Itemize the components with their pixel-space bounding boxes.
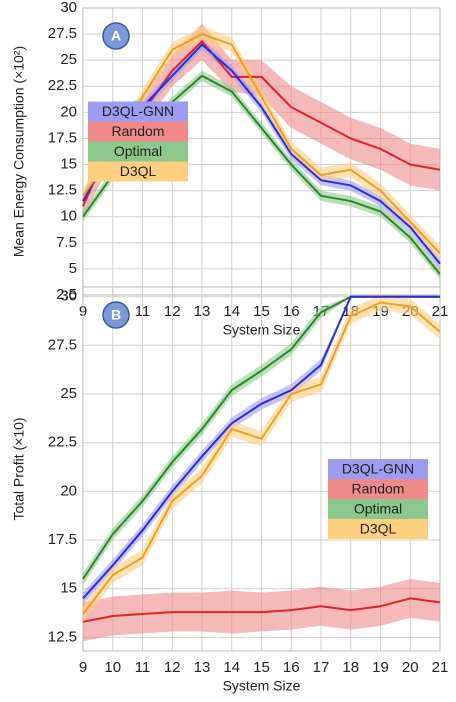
panel-label: B (111, 307, 121, 323)
y-tick-label: 30 (60, 288, 77, 305)
legend-swatch (88, 161, 188, 182)
legend-swatch (328, 479, 428, 499)
chart: 12.5 15 17.5 20 22.5 25 27.5 30 9 10 11 12 13 14 15 16 1… (11, 286, 449, 694)
x-tick-label: 10 (104, 659, 121, 676)
x-tick-label: 16 (283, 659, 300, 676)
y-axis-title: Total Profit (×10) (11, 417, 27, 520)
y-tick-label: 5 (69, 260, 77, 277)
panel-label: A (111, 28, 121, 44)
y-tick-label: 10 (60, 208, 77, 225)
series-line (82, 597, 441, 623)
legend-label: Random (112, 123, 165, 139)
legend-label: D3QL (360, 521, 397, 537)
y-tick-label: 27.5 (48, 25, 77, 42)
legend-swatch (328, 499, 428, 519)
y-tick-label: 30 (60, 0, 77, 16)
legend-swatch (88, 141, 188, 162)
y-tick-label: 22.5 (48, 434, 77, 451)
x-tick-label: 15 (253, 659, 270, 676)
y-tick-label: 25 (60, 51, 77, 68)
series-line (82, 295, 440, 600)
legend-swatch (328, 459, 428, 479)
panel-badge (102, 301, 130, 329)
y-tick-label: 22.5 (48, 77, 77, 94)
series-line (82, 301, 441, 615)
panel-badge (102, 22, 130, 50)
legend-label: D3QL-GNN (102, 103, 174, 119)
legend-label: Random (352, 481, 405, 497)
y-tick-label: 20 (60, 482, 77, 499)
x-tick-label: 9 (79, 659, 87, 676)
y-tick-label: 12.5 (48, 182, 77, 199)
y-tick-label: 20 (60, 103, 77, 120)
y-tick-label: 17.5 (48, 531, 77, 548)
series-line (82, 33, 441, 254)
legend-swatch (328, 519, 428, 539)
plot-frame (82, 286, 441, 652)
y-tick-label: 27.5 (48, 336, 77, 353)
legend-swatch (88, 101, 188, 122)
x-tick-label: 17 (313, 659, 330, 676)
y-tick-label: 7.5 (56, 234, 77, 251)
legend-label: Optimal (114, 143, 162, 159)
x-tick-label: 12 (164, 659, 181, 676)
y-tick-label: 12.5 (48, 628, 77, 645)
x-tick-label: 21 (432, 659, 449, 676)
legend-swatch (88, 121, 188, 142)
x-tick-label: 18 (342, 659, 359, 676)
y-tick-label: 15 (60, 156, 77, 173)
legend-label: Optimal (354, 501, 402, 517)
chart: 2.557.51012.51517.52022.52527.5309101112… (11, 0, 449, 338)
x-tick-label: 19 (372, 659, 389, 676)
y-tick-label: 25 (60, 385, 77, 402)
error-band (83, 578, 440, 642)
x-tick-label: 13 (194, 659, 211, 676)
y-tick-label: 15 (60, 580, 77, 597)
y-tick-label: 17.5 (48, 129, 77, 146)
legend-label: D3QL (120, 163, 157, 179)
y-tick-label: 2.5 (56, 286, 77, 303)
legend-label: D3QL-GNN (342, 461, 414, 477)
y-axis-title: Mean Energy Consumption (×10²) (11, 46, 27, 257)
x-tick-label: 20 (402, 659, 419, 676)
x-axis-title: System Size (223, 678, 301, 694)
x-tick-label: 11 (135, 659, 151, 676)
x-tick-label: 14 (223, 659, 240, 676)
